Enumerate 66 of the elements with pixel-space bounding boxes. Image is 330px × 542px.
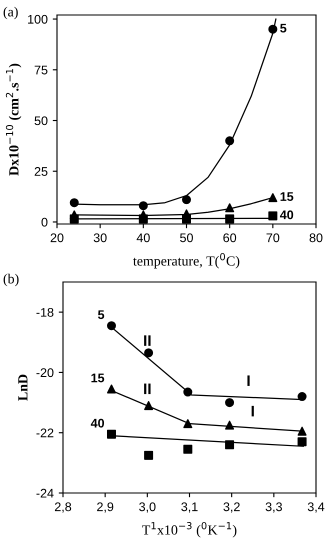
x-axis-title: temperature, T($^{0}$C)	[133, 253, 240, 269]
x-tick-label: 3,2	[223, 502, 240, 513]
point	[298, 437, 307, 446]
point	[183, 444, 192, 454]
y-axis-title: LnD	[18, 374, 28, 401]
point	[106, 384, 116, 394]
point	[138, 201, 148, 210]
x-tick-label: 3,0	[139, 502, 156, 513]
point	[225, 214, 234, 224]
annotation: I	[252, 406, 254, 416]
point	[182, 195, 191, 204]
y-tick-label: 75	[34, 66, 48, 74]
point	[182, 214, 191, 224]
x-tick-label: 2,8	[54, 502, 72, 513]
annotation: II	[144, 384, 151, 394]
chart-title: (b)	[4, 274, 19, 286]
point	[225, 420, 234, 430]
point	[144, 348, 154, 358]
x-tick-label: 2,9	[97, 502, 114, 513]
annotation: I	[247, 375, 250, 386]
annotation: 5	[98, 310, 104, 320]
point	[144, 450, 154, 460]
point	[225, 203, 234, 212]
y-tick-label: -20	[36, 368, 54, 378]
point	[106, 321, 116, 330]
y-tick-label: 100	[28, 14, 48, 24]
x-tick-label: 70	[266, 233, 280, 242]
annotation: 40	[90, 418, 104, 428]
x-tick-label: 3,3	[266, 502, 282, 513]
annotation: 40	[280, 210, 294, 220]
x-tick-label: 20	[50, 233, 64, 242]
annotation: 15	[91, 374, 104, 382]
x-tick-label: 80	[310, 233, 322, 242]
x-tick-label: 3,4	[308, 502, 324, 513]
annotation: 15	[280, 192, 294, 201]
y-tick-label: 25	[34, 167, 48, 176]
point	[138, 214, 148, 224]
x-tick-label: 50	[180, 233, 193, 242]
point	[298, 392, 307, 402]
annotation: 5	[280, 24, 286, 33]
annotation: II	[144, 335, 151, 346]
point	[183, 419, 192, 428]
point	[268, 211, 278, 220]
point	[225, 440, 234, 450]
y-axis-title: Dx10$^{−10}$ (cm$^{2}$.s$^{−1}$)	[6, 64, 22, 176]
y-tick-label: 50	[34, 116, 48, 126]
point	[144, 401, 154, 410]
point	[106, 430, 116, 439]
text: T$^{1}$x10$^{−3}$ ($^{0}$K$^{−1}$)	[142, 522, 236, 538]
x-tick-label: 3,1	[181, 502, 198, 513]
point	[70, 198, 79, 208]
point	[70, 214, 79, 224]
point	[183, 388, 192, 397]
point	[225, 398, 234, 408]
y-tick-label: -18	[36, 308, 54, 317]
y-tick-label: 0	[42, 218, 48, 227]
x-tick-label: 30	[94, 233, 107, 242]
chart-title: (a)	[4, 6, 18, 20]
point	[298, 426, 307, 436]
point	[268, 193, 278, 202]
y-tick-label: -24	[36, 488, 54, 498]
y-tick-label: -22	[36, 428, 54, 438]
x-tick-label: 40	[136, 233, 150, 242]
point	[225, 136, 234, 146]
x-tick-label: 60	[223, 233, 236, 242]
point	[268, 24, 278, 34]
